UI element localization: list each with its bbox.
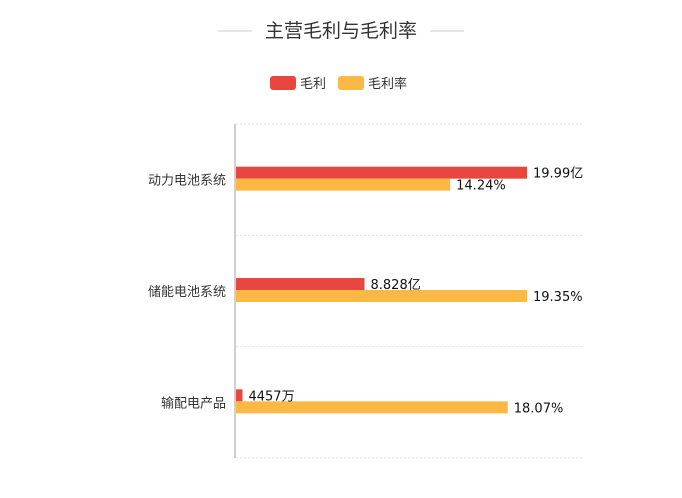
category-label: 输配电产品: [161, 395, 226, 411]
legend: 毛利 毛利率: [270, 76, 407, 92]
category-label: 储能电池系统: [148, 285, 226, 300]
legend-label-gross-margin[interactable]: 毛利率: [368, 76, 407, 92]
data-label-gross-profit: 19.99亿: [533, 167, 583, 182]
category-label: 动力电池系统: [148, 174, 226, 189]
data-label-gross-margin: 14.24%: [456, 179, 506, 194]
legend-swatch-gross-profit[interactable]: [270, 76, 296, 90]
legend-label-gross-profit[interactable]: 毛利: [300, 77, 326, 92]
bar-gross-margin[interactable]: [236, 401, 508, 414]
grid-lines: [236, 123, 583, 459]
data-label-gross-margin: 19.35%: [533, 290, 583, 305]
bar-gross-profit[interactable]: [236, 278, 365, 290]
data-label-gross-margin: 18.07%: [514, 401, 564, 416]
data-label-gross-profit: 4457万: [248, 389, 294, 404]
data-labels: 19.99亿 14.24% 8.828亿 19.35% 4457万 18.07%: [248, 167, 583, 417]
bar-gross-profit[interactable]: [236, 389, 243, 402]
data-label-gross-profit: 8.828亿: [371, 278, 421, 293]
bar-gross-margin[interactable]: [236, 178, 451, 191]
chart-title: 主营毛利与毛利率: [265, 20, 417, 42]
legend-swatch-gross-margin[interactable]: [338, 76, 364, 90]
bar-gross-margin[interactable]: [236, 290, 527, 302]
bar-gross-profit[interactable]: [236, 166, 527, 179]
bars: [236, 166, 527, 414]
